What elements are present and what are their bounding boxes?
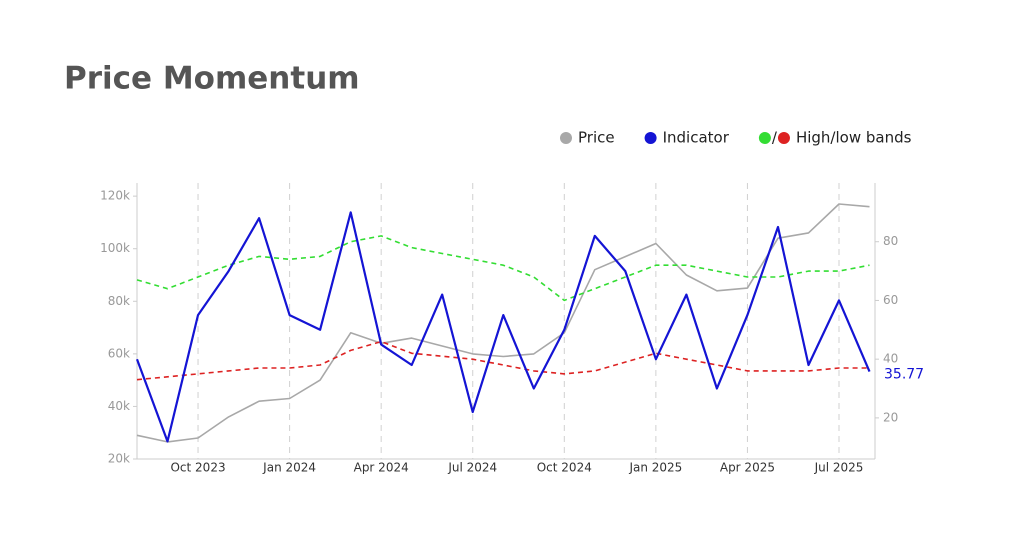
- series-line: [135, 211, 871, 443]
- x-tick-label: Oct 2023: [170, 461, 225, 475]
- y-tick-label: 60k: [108, 346, 130, 360]
- series-line: [136, 203, 870, 443]
- legend-label: High/low bands: [796, 129, 912, 147]
- x-tick-label: Oct 2024: [537, 461, 592, 475]
- y2-tick-label: 40: [883, 352, 898, 366]
- y-tick-label: 40k: [108, 399, 130, 413]
- legend-swatch: [777, 132, 790, 144]
- y-tick-label: 20k: [108, 452, 130, 466]
- y-tick-label: 80k: [108, 294, 130, 308]
- y2-tick-label: 20: [883, 410, 898, 424]
- y2-tick-label: 60: [883, 293, 898, 307]
- y2-tick-label: 80: [883, 234, 898, 248]
- legend-swatch: [560, 132, 572, 144]
- legend-swatch: [758, 132, 771, 144]
- legend-swatch: [644, 132, 657, 144]
- x-tick-label: Jul 2024: [447, 461, 497, 475]
- last-value-label: 35.77: [884, 367, 924, 383]
- x-tick-label: Apr 2024: [354, 461, 409, 475]
- y-tick-label: 120k: [100, 189, 130, 203]
- x-tick-label: Jan 2025: [628, 461, 682, 475]
- x-tick-label: Apr 2025: [720, 461, 775, 475]
- legend-separator: /: [772, 129, 778, 147]
- series-line: [136, 235, 870, 302]
- y-tick-label: 100k: [100, 241, 130, 255]
- x-tick-label: Jan 2024: [262, 461, 316, 475]
- legend-label: Indicator: [663, 129, 730, 147]
- series-line: [136, 340, 870, 381]
- chart-title: Price Momentum: [64, 61, 360, 97]
- x-tick-label: Jul 2025: [814, 461, 864, 475]
- legend-label: Price: [578, 129, 615, 147]
